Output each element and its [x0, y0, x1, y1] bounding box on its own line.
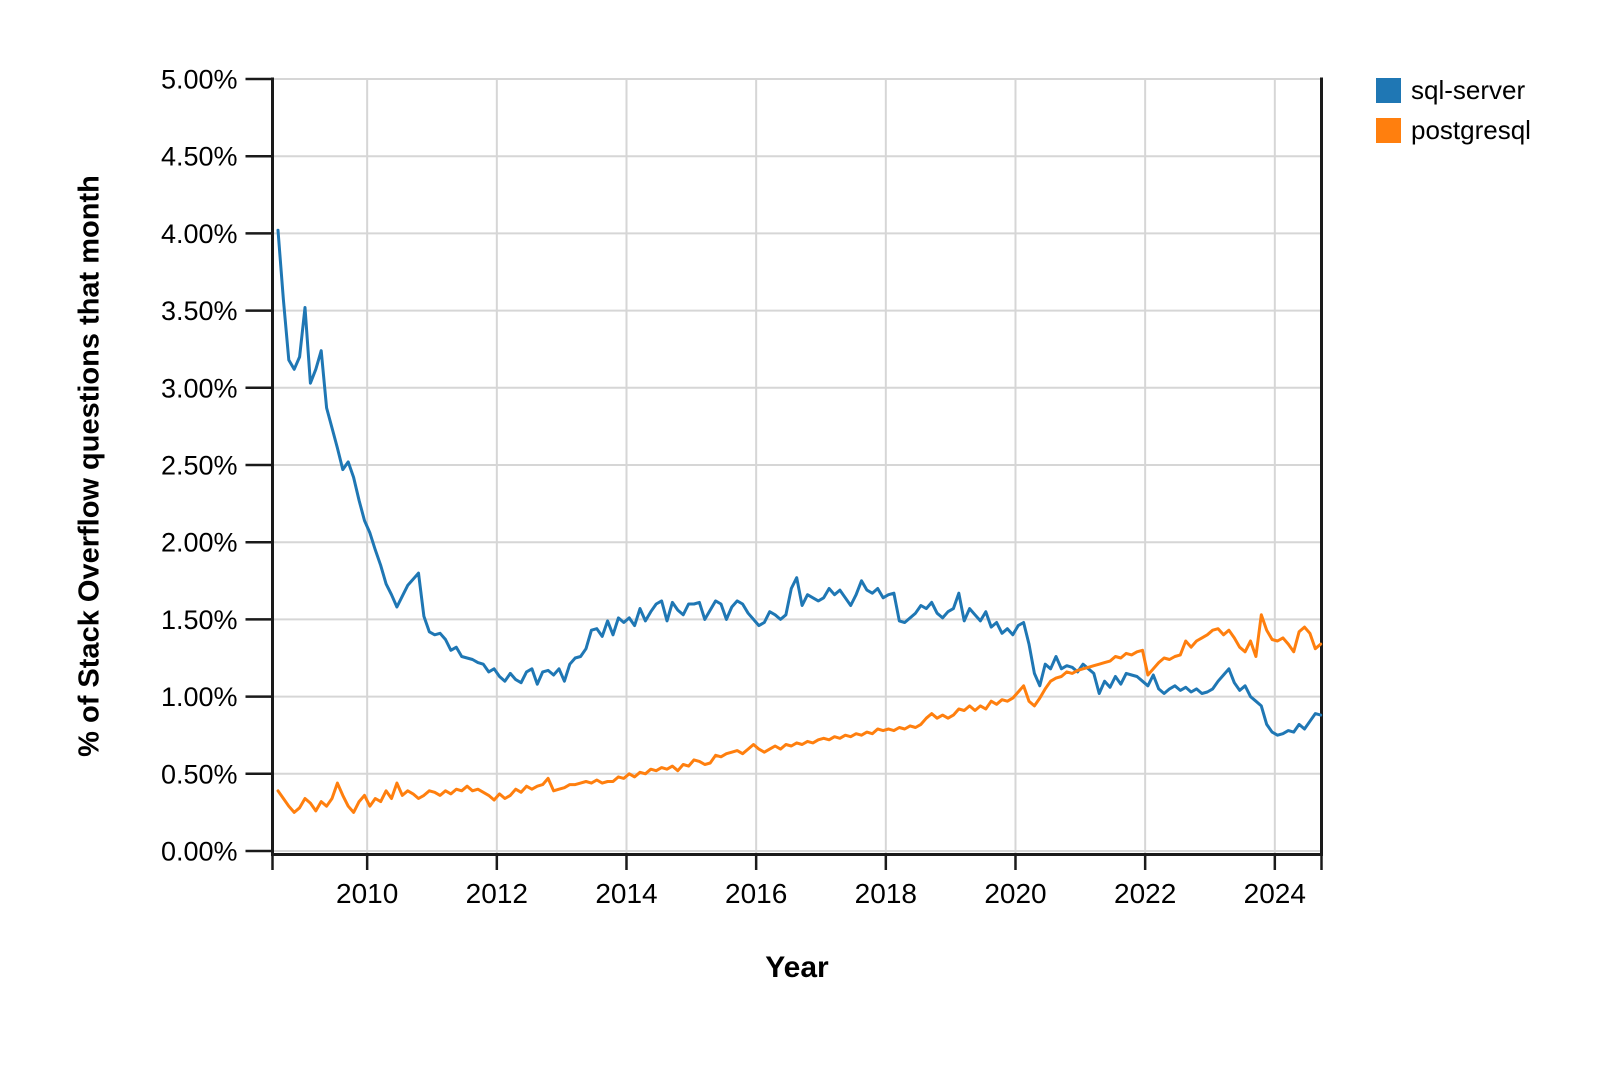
legend-swatch-postgresql	[1376, 118, 1401, 143]
x-axis-title: Year	[765, 951, 829, 984]
x-tick-label: 2018	[855, 878, 917, 909]
y-tick-label: 4.00%	[161, 219, 238, 249]
y-tick-label: 0.00%	[161, 837, 238, 867]
y-tick-label: 2.50%	[161, 451, 238, 481]
legend-swatch-sql-server	[1376, 78, 1401, 103]
y-axis-title: % of Stack Overflow questions that month	[73, 175, 106, 757]
y-tick-label: 5.00%	[161, 65, 238, 95]
x-tick-label: 2022	[1114, 878, 1176, 909]
legend: sql-server postgresql	[1376, 75, 1531, 145]
x-tick-label: 2024	[1244, 878, 1306, 909]
x-tick-label: 2020	[984, 878, 1046, 909]
x-tick-label: 2014	[595, 878, 657, 909]
y-tick-label: 2.00%	[161, 528, 238, 558]
legend-item-postgresql: postgresql	[1376, 115, 1531, 145]
y-tick-label: 4.50%	[161, 142, 238, 172]
x-tick-label: 2012	[466, 878, 528, 909]
y-tick-label: 0.50%	[161, 759, 238, 789]
x-tick-label: 2010	[336, 878, 398, 909]
y-tick-label: 1.00%	[161, 682, 238, 712]
legend-label-postgresql: postgresql	[1411, 115, 1531, 145]
series-line-postgresql	[276, 613, 1323, 814]
series-line-sql-server	[276, 228, 1323, 737]
y-tick-label: 1.50%	[161, 605, 238, 635]
x-tick-label: 2016	[725, 878, 787, 909]
y-tick-label: 3.00%	[161, 373, 238, 403]
legend-item-sql-server: sql-server	[1376, 75, 1531, 105]
y-tick-label: 3.50%	[161, 296, 238, 326]
legend-label-sql-server: sql-server	[1411, 75, 1526, 105]
